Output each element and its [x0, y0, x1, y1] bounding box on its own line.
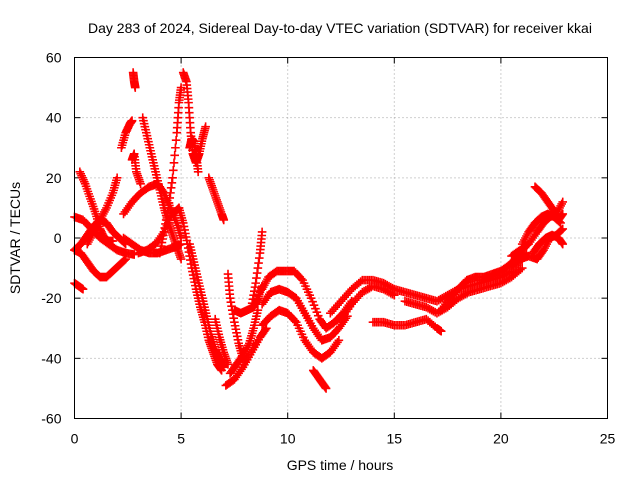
data-point — [176, 254, 186, 264]
series-arc-14 — [155, 83, 186, 258]
data-point — [558, 224, 568, 234]
data-point — [257, 227, 267, 237]
data-point — [238, 354, 248, 363]
series-arc-31 — [336, 281, 399, 324]
series-arc-17 — [204, 173, 229, 225]
data-point — [313, 311, 323, 321]
data-point — [169, 158, 179, 168]
data-point — [171, 143, 180, 153]
data-point — [306, 293, 316, 303]
y-tick-label: 20 — [46, 170, 62, 186]
data-point — [321, 384, 331, 393]
data-point — [201, 122, 210, 131]
series-arc-29 — [308, 366, 331, 393]
series-arc-28 — [257, 305, 344, 363]
x-tick-label: 15 — [387, 431, 403, 447]
series-arc-40 — [528, 230, 568, 258]
data-point — [112, 173, 122, 183]
x-tick-label: 25 — [600, 431, 616, 447]
data-point — [78, 284, 88, 294]
y-axis-label: SDTVAR / TECUs — [7, 182, 23, 294]
data-point — [136, 179, 145, 189]
data-point — [557, 225, 566, 235]
series-arc-24 — [223, 269, 248, 363]
data-point — [308, 297, 317, 306]
data-point — [309, 300, 319, 310]
chart-title: Day 283 of 2024, Sidereal Day-to-day VTE… — [88, 20, 592, 36]
x-tick-label: 20 — [493, 431, 509, 447]
series-arc-30 — [326, 275, 399, 318]
data-point — [168, 173, 177, 183]
data-point — [176, 83, 186, 92]
data-point — [120, 255, 129, 265]
data-point — [130, 83, 140, 92]
data-point — [296, 274, 306, 283]
data-point — [171, 135, 181, 145]
data-point — [558, 197, 568, 207]
series-arc-16 — [185, 134, 203, 177]
data-point — [312, 307, 322, 317]
data-point — [558, 209, 568, 219]
series-arc-21 — [221, 323, 271, 390]
data-point — [311, 304, 320, 313]
y-tick-label: 40 — [46, 110, 62, 126]
data-point — [193, 167, 203, 177]
y-tick-label: -40 — [41, 350, 61, 366]
y-tick-label: -20 — [41, 290, 61, 306]
x-tick-label: 0 — [71, 431, 79, 447]
tick-labels: 0 5 10 15 20 25 -60 -40 -20 0 20 40 60 — [41, 50, 615, 447]
y-tick-label: -60 — [41, 411, 61, 427]
series-arc-9 — [128, 68, 140, 92]
data-point — [290, 316, 300, 326]
plot-frame — [74, 57, 608, 419]
series-arc-19 — [185, 239, 229, 372]
series-arc-25 — [247, 227, 267, 312]
data-point — [127, 116, 137, 125]
data-point — [219, 215, 229, 225]
data-point — [517, 263, 527, 273]
data-point — [223, 360, 233, 369]
series-arc-39 — [530, 182, 568, 225]
series-arc-4 — [70, 278, 88, 294]
series-arc-32 — [368, 314, 446, 336]
y-tick-label: 0 — [54, 230, 62, 246]
data-point — [558, 239, 568, 249]
plot-area — [70, 68, 568, 393]
y-tick-label: 60 — [46, 50, 62, 66]
x-tick-label: 10 — [280, 431, 296, 447]
data-point — [129, 250, 139, 259]
data-point — [168, 166, 178, 175]
x-axis-label: GPS time / hours — [287, 457, 394, 473]
series-arc-26 — [257, 266, 356, 333]
data-point — [121, 254, 130, 264]
data-point — [436, 326, 446, 336]
data-point — [261, 325, 270, 335]
series-arc-8 — [127, 149, 145, 189]
series-arc-6 — [82, 173, 122, 249]
data-point — [170, 150, 180, 160]
series-arc-7 — [117, 116, 137, 153]
series-arc-20 — [210, 314, 233, 369]
series-arc-34 — [400, 263, 527, 318]
data-point — [334, 335, 344, 345]
data-point — [108, 236, 118, 246]
x-tick-label: 5 — [177, 431, 185, 447]
